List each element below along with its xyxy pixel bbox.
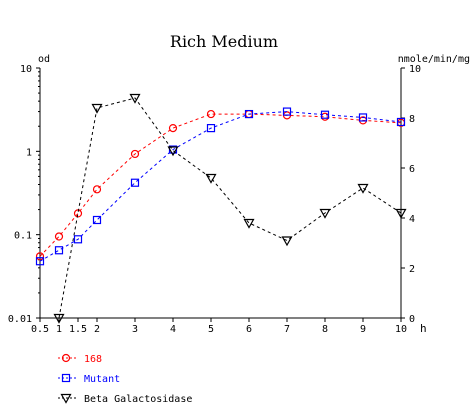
left-tick-label: 1	[26, 147, 32, 158]
data-point-mutant	[35, 257, 45, 266]
x-tick-label: 7	[284, 324, 290, 335]
data-point-beta-galactosidase	[129, 93, 141, 104]
x-tick-label: 9	[360, 324, 366, 335]
x-tick-label: 8	[322, 324, 328, 335]
right-tick-label: 0	[409, 314, 415, 325]
data-point-168	[206, 109, 216, 119]
x-tick-label: 3	[132, 324, 138, 335]
x-tick-label: 2	[94, 324, 100, 335]
left-tick-label: 10	[20, 64, 32, 75]
legend-marker-mutant	[61, 373, 71, 383]
x-tick-label: 10	[395, 324, 407, 335]
data-point-beta-galactosidase	[357, 183, 369, 194]
data-point-beta-galactosidase	[319, 208, 331, 219]
x-tick-label: 1.5	[69, 324, 87, 335]
left-tick-label: 0.1	[14, 231, 32, 242]
right-tick-label: 8	[409, 114, 415, 125]
data-point-beta-galactosidase	[395, 208, 407, 219]
series-line-168	[39, 113, 402, 257]
legend-marker-beta-galactosidase	[60, 393, 72, 404]
right-axis-label: nmole/min/mg	[398, 54, 470, 65]
series-layer	[35, 93, 407, 324]
chart-title: Rich Medium	[170, 32, 278, 51]
data-point-168	[54, 232, 64, 241]
axis-ticks: 0.5 1 1.5 2 3 4 5 6 7 8 9 10 10 1 0.1 0.01 10 8 6 4 2 0	[8, 64, 421, 335]
right-tick-label: 10	[409, 64, 421, 75]
data-point-mutant	[320, 110, 330, 119]
data-point-mutant	[244, 109, 254, 119]
x-tick-label: 1	[56, 324, 62, 335]
data-point-beta-galactosidase	[53, 313, 65, 324]
data-point-168	[168, 124, 178, 133]
data-point-beta-galactosidase	[243, 218, 255, 229]
data-point-mutant	[130, 178, 140, 187]
legend-marker-168	[61, 353, 71, 363]
legend-label-168: 168	[84, 354, 102, 365]
x-tick-label: 4	[170, 324, 176, 335]
x-tick-label: 6	[246, 324, 252, 335]
legend-label-beta-galactosidase: Beta Galactosidase	[84, 394, 192, 405]
data-point-mutant	[206, 124, 216, 133]
left-tick-label: 0.01	[8, 314, 32, 325]
data-point-168	[92, 185, 102, 194]
data-point-168	[130, 149, 140, 159]
right-tick-label: 4	[409, 214, 415, 225]
right-tick-label: 2	[409, 264, 415, 275]
data-point-beta-galactosidase	[167, 146, 179, 157]
data-point-mutant	[73, 235, 83, 244]
data-point-mutant	[358, 113, 368, 122]
data-point-mutant	[396, 117, 406, 127]
data-point-mutant	[92, 215, 102, 225]
data-point-mutant	[282, 107, 292, 116]
data-point-beta-galactosidase	[91, 103, 103, 114]
data-point-168	[35, 252, 45, 261]
legend-label-mutant: Mutant	[84, 374, 120, 385]
series-line-beta-galactosidase	[58, 97, 402, 319]
right-tick-label: 6	[409, 164, 415, 175]
data-point-beta-galactosidase	[281, 236, 293, 247]
x-tick-label: 5	[208, 324, 214, 335]
data-point-168	[73, 209, 83, 218]
x-tick-label: 0.5	[31, 324, 49, 335]
x-axis-unit: h	[420, 322, 427, 335]
data-point-beta-galactosidase	[205, 173, 217, 184]
left-axis-label: od	[38, 54, 50, 65]
legend: 168 Mutant Beta Galactosidase	[58, 353, 192, 405]
data-point-mutant	[54, 246, 64, 255]
